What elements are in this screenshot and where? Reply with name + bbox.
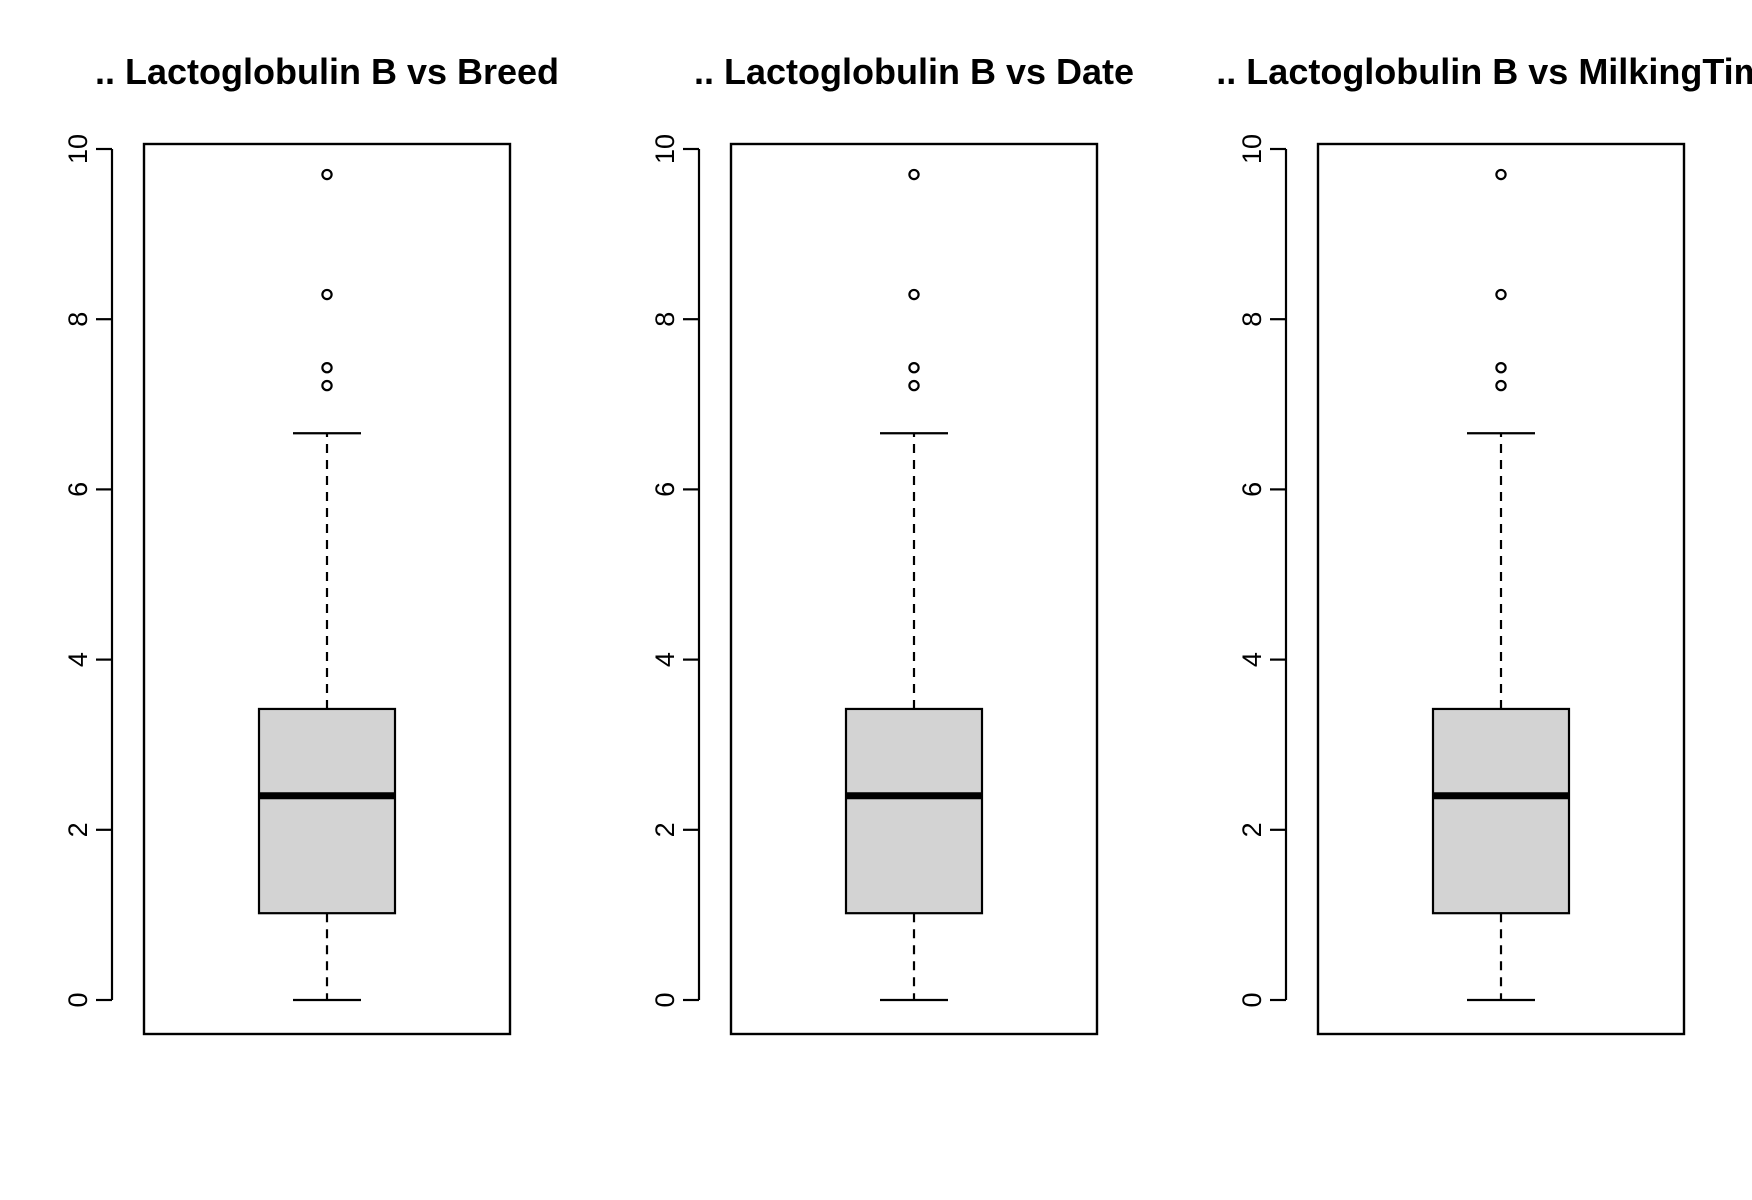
y-tick-label: 8 <box>63 312 93 327</box>
iqr-box <box>844 707 984 915</box>
outlier-point <box>908 168 920 181</box>
outlier-point <box>1495 288 1507 301</box>
outlier-point <box>908 288 920 301</box>
y-tick-label: 2 <box>1237 822 1267 837</box>
y-tick-label: 10 <box>1237 134 1267 164</box>
outlier-point <box>1495 362 1507 374</box>
y-tick-label: 6 <box>650 482 680 497</box>
outlier-point <box>321 288 333 301</box>
y-tick-label: 4 <box>1237 652 1267 667</box>
y-tick-label: 10 <box>63 134 93 164</box>
plot-frame <box>142 142 512 1036</box>
panel-title: .. Lactoglobulin B vs MilkingTime <box>1216 51 1752 92</box>
y-tick-label: 6 <box>1237 482 1267 497</box>
y-tick-label: 0 <box>1237 992 1267 1007</box>
panel-date: .. Lactoglobulin B vs Date 0 2 4 6 8 10 <box>650 51 1134 1036</box>
outlier-point <box>321 362 333 374</box>
y-tick-label: 6 <box>63 482 93 497</box>
outlier-point <box>908 379 920 392</box>
y-tick-label: 8 <box>650 312 680 327</box>
iqr-box <box>1431 707 1571 915</box>
y-tick-label: 4 <box>63 652 93 667</box>
outlier-point <box>908 362 920 374</box>
y-tick-label: 8 <box>1237 312 1267 327</box>
y-tick-label: 0 <box>650 992 680 1007</box>
y-tick-label: 2 <box>63 822 93 837</box>
y-tick-label: 4 <box>650 652 680 667</box>
panel-breed: .. Lactoglobulin B vs Breed 0 2 4 6 8 10 <box>63 51 559 1036</box>
outlier-point <box>321 168 333 181</box>
outlier-point <box>1495 168 1507 181</box>
y-tick-label: 10 <box>650 134 680 164</box>
iqr-box <box>257 707 397 915</box>
y-tick-label: 2 <box>650 822 680 837</box>
panel-title: .. Lactoglobulin B vs Date <box>694 51 1134 92</box>
y-tick-label: 0 <box>63 992 93 1007</box>
plot-frame <box>729 142 1099 1036</box>
plot-frame <box>1316 142 1686 1036</box>
outlier-point <box>321 379 333 392</box>
panel-milkingtime: .. Lactoglobulin B vs MilkingTime 0 2 4 6 8 1… <box>1216 51 1752 1036</box>
outlier-point <box>1495 379 1507 392</box>
panel-title: .. Lactoglobulin B vs Breed <box>95 51 559 92</box>
